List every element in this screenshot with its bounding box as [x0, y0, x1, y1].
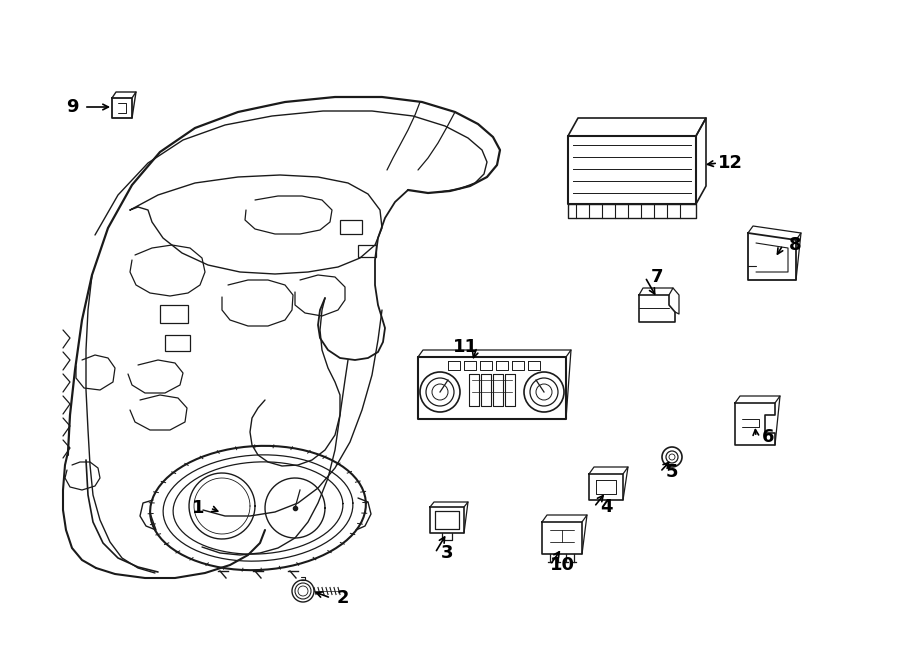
Text: 4: 4	[599, 498, 612, 516]
Bar	[160, 305, 188, 323]
Text: 2: 2	[337, 589, 349, 607]
Text: 9: 9	[66, 98, 78, 116]
Text: 1: 1	[192, 499, 204, 517]
Text: 3: 3	[441, 544, 454, 562]
Text: 12: 12	[717, 154, 742, 172]
Text: 10: 10	[550, 556, 574, 574]
Bar	[165, 335, 190, 351]
Text: 6: 6	[761, 428, 774, 446]
Text: 8: 8	[788, 236, 801, 254]
Bar	[340, 220, 362, 234]
Text: 11: 11	[453, 338, 478, 356]
Text: 5: 5	[666, 463, 679, 481]
Bar	[358, 245, 376, 257]
Text: 7: 7	[651, 268, 663, 286]
